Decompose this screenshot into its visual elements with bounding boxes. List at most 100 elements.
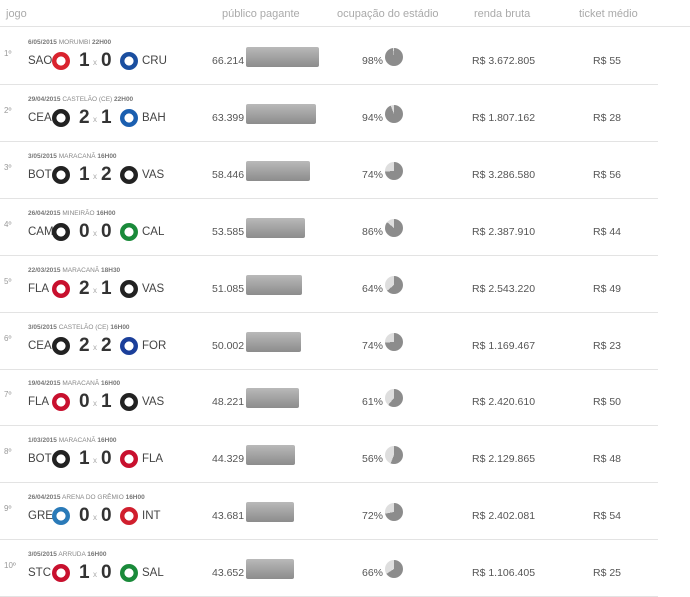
ticket-medio-value: R$ 54 <box>593 510 622 523</box>
header-jogo[interactable]: jogo <box>6 8 27 20</box>
header-publico-pagante[interactable]: público pagante <box>222 8 300 20</box>
rank-label: 7º <box>4 390 12 400</box>
match-venue: MARACANÃ <box>58 152 96 160</box>
ticket-medio-value: R$ 23 <box>593 339 622 352</box>
match-time: 16H00 <box>97 152 117 160</box>
ocupacao-pie-icon <box>385 275 403 294</box>
match-date: 29/04/2015 <box>28 95 61 103</box>
table-row[interactable]: 6º 3/05/2015 CASTELÃO (CE) 16H00 CEA 2 x 2 FOR… <box>0 313 658 370</box>
renda-bruta-value: R$ 3.286.580 <box>472 168 536 181</box>
away-team-badge-icon <box>120 393 138 412</box>
match-info: 26/04/2015 ARENA DO GRÊMIO 16H00 <box>28 494 145 501</box>
table-row[interactable]: 5º 22/03/2015 MARACANÃ 18H30 FLA 2 x 1 VAS 51.0… <box>0 256 658 313</box>
header-ocupacao[interactable]: ocupação do estádio <box>337 8 439 20</box>
table-row[interactable]: 8º 1/03/2015 MARACANÃ 16H00 BOT 1 x 0 FLA 44.32… <box>0 426 658 484</box>
ticket-medio-value: R$ 55 <box>593 55 622 67</box>
home-team-badge-icon <box>52 393 70 412</box>
home-score: 1 <box>79 163 90 185</box>
home-score: 0 <box>79 391 90 413</box>
home-team-badge-icon <box>52 279 70 298</box>
away-team-name: VAS <box>142 396 165 409</box>
versus-separator: x <box>93 58 97 67</box>
home-score: 0 <box>79 505 90 527</box>
home-team-name: CAM <box>28 225 54 238</box>
home-team-name: CEA <box>28 339 52 352</box>
rank-label: 2º <box>4 105 12 115</box>
home-score: 2 <box>79 106 90 128</box>
renda-bruta-value: R$ 2.129.865 <box>472 453 536 466</box>
away-score: 1 <box>101 391 112 413</box>
away-score: 1 <box>101 277 112 299</box>
table-row[interactable]: 4º 26/04/2015 MINEIRÃO 16H00 CAM 0 x 0 CAL 53.5… <box>0 199 658 256</box>
ocupacao-value: 98% <box>362 55 384 67</box>
table-row[interactable]: 2º 29/04/2015 CASTELÃO (CE) 22H00 CEA 2 x 1 BA… <box>0 85 658 142</box>
away-team-badge-icon <box>120 564 138 583</box>
publico-pagante-value: 50.002 <box>212 339 245 352</box>
away-team-name: CAL <box>142 225 165 238</box>
away-team-badge-icon <box>120 507 138 526</box>
table-row[interactable]: 10º 3/05/2015 ARRUDA 16H00 STC 1 x 0 SAL 43.652… <box>0 540 658 597</box>
table-row[interactable]: 7º 19/04/2015 MARACANÃ 16H00 FLA 0 x 1 VAS 48.2… <box>0 369 658 427</box>
away-team-name: CRU <box>142 55 167 67</box>
match-venue: MORUMBI <box>58 39 91 46</box>
home-team-badge-icon <box>52 336 70 355</box>
match-time: 22H00 <box>114 95 134 103</box>
match-time: 16H00 <box>97 437 117 445</box>
home-score: 0 <box>79 220 90 242</box>
match-date: 3/05/2015 <box>28 551 57 559</box>
match-date: 19/04/2015 <box>28 380 61 388</box>
publico-pagante-value: 43.681 <box>212 510 245 523</box>
home-team-name: STC <box>28 567 51 580</box>
header-renda-bruta[interactable]: renda bruta <box>474 8 531 20</box>
publico-pagante-value: 48.221 <box>212 396 245 409</box>
versus-separator: x <box>93 513 97 523</box>
versus-separator: x <box>93 114 97 124</box>
home-team-badge-icon <box>52 165 70 184</box>
away-team-badge-icon <box>120 279 138 298</box>
away-team-name: FOR <box>142 339 167 352</box>
rank-label: 8º <box>4 447 12 457</box>
renda-bruta-value: R$ 2.420.610 <box>472 396 536 409</box>
match-time: 16H00 <box>96 209 116 217</box>
ocupacao-pie-icon <box>385 389 403 408</box>
renda-bruta-value: R$ 2.402.081 <box>472 510 536 523</box>
match-time: 16H00 <box>87 551 107 559</box>
match-info: 29/04/2015 CASTELÃO (CE) 22H00 <box>28 96 133 103</box>
match-info: 3/05/2015 ARRUDA 16H00 <box>28 551 106 558</box>
away-team-badge-icon <box>120 336 138 355</box>
renda-bruta-value: R$ 1.807.162 <box>472 111 536 124</box>
ocupacao-pie-icon <box>385 104 403 123</box>
match-info: 3/05/2015 MARACANÃ 16H00 <box>28 153 117 160</box>
publico-pagante-value: 66.214 <box>212 55 245 67</box>
versus-separator: x <box>93 399 97 409</box>
match-date: 22/03/2015 <box>28 266 61 274</box>
header-ticket-medio[interactable]: ticket médio <box>579 8 638 20</box>
match-venue: MINEIRÃO <box>62 209 95 217</box>
home-team-badge-icon <box>52 108 70 127</box>
match-venue: CASTELÃO (CE) <box>62 95 113 103</box>
match-venue: MARACANÃ <box>58 437 96 445</box>
ticket-medio-value: R$ 48 <box>593 453 622 466</box>
match-info: 1/03/2015 MARACANÃ 16H00 <box>28 437 117 444</box>
away-team-badge-icon <box>120 450 138 469</box>
match-date: 6/05/2015 <box>28 39 57 46</box>
versus-separator: x <box>93 570 97 580</box>
home-team-name: CEA <box>28 111 52 124</box>
ocupacao-pie-icon <box>385 218 403 237</box>
versus-separator: x <box>93 285 97 295</box>
away-score: 0 <box>101 562 112 584</box>
publico-pagante-value: 63.399 <box>212 111 245 124</box>
table-row[interactable]: 3º 3/05/2015 MARACANÃ 16H00 BOT 1 x 2 VAS 58.44… <box>0 142 658 199</box>
match-venue: ARENA DO GRÊMIO <box>62 494 124 502</box>
match-time: 18H30 <box>101 266 121 274</box>
table-row[interactable]: 9º 26/04/2015 ARENA DO GRÊMIO 16H00 GRE 0 x 0… <box>0 483 658 541</box>
ticket-medio-value: R$ 25 <box>593 567 622 580</box>
ocupacao-value: 94% <box>362 111 384 124</box>
table-row[interactable]: 1º 6/05/2015 MORUMBI 22H00 SAO 1 x 0 CRU 66.214… <box>0 28 658 85</box>
ocupacao-value: 72% <box>362 510 384 523</box>
renda-bruta-value: R$ 1.169.467 <box>472 339 536 352</box>
rank-label: 10º <box>4 561 16 571</box>
away-score: 0 <box>101 50 112 71</box>
home-team-name: FLA <box>28 396 50 409</box>
versus-separator: x <box>93 228 97 238</box>
